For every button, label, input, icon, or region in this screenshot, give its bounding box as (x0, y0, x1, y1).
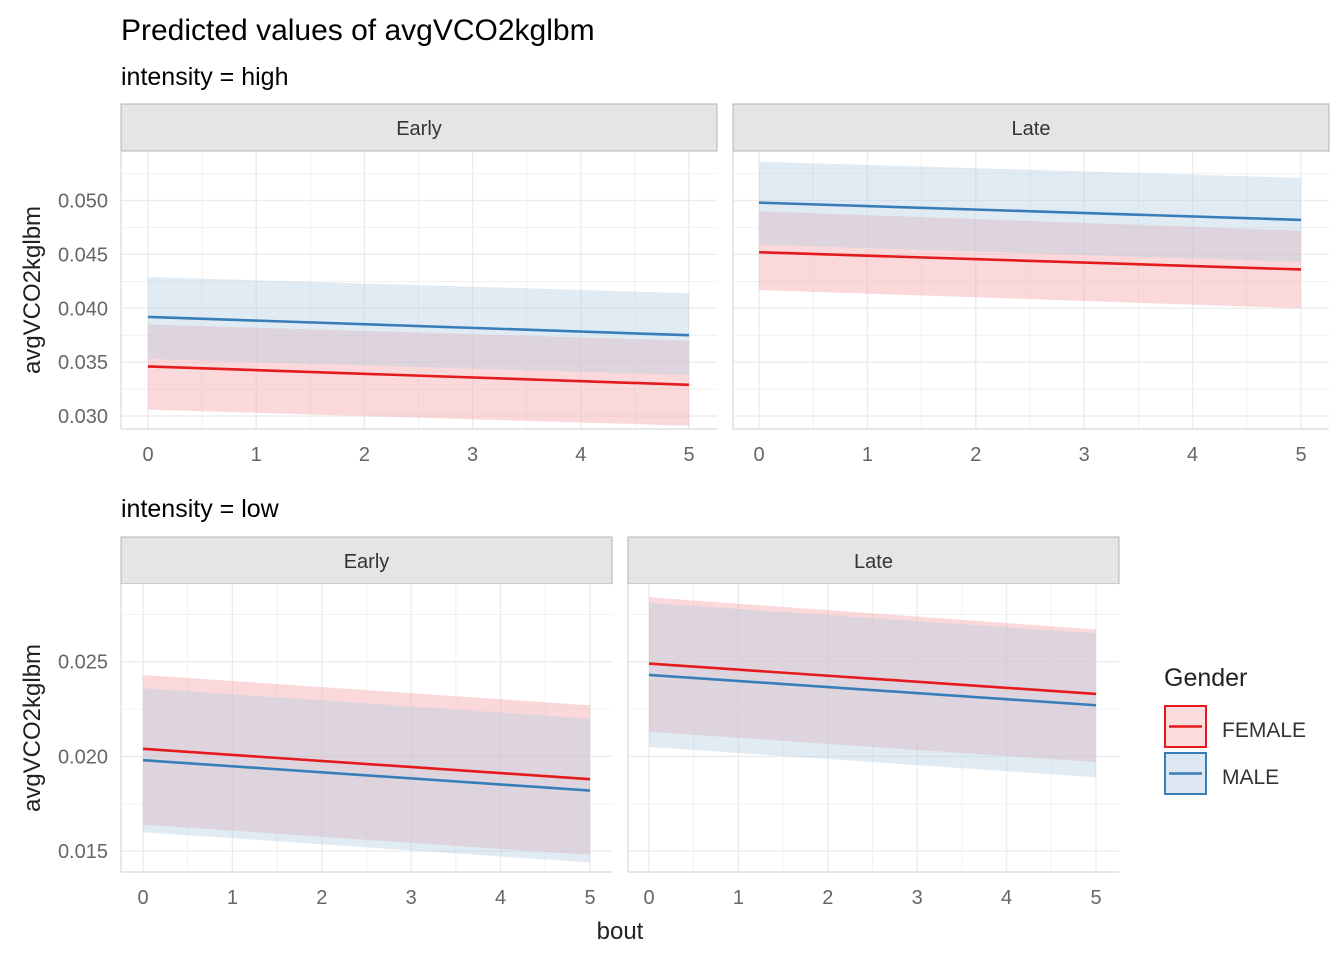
facet-panels: Early 0 1 2 3 4 5 0.030 0.035 0.040 0.045 0.050 Late… (58, 103, 1330, 909)
chart-title: Predicted values of avgVCO2kglbm (121, 14, 595, 47)
y-axis-label-high: avgVCO2kglbm (19, 206, 46, 374)
series-line-male (142, 758, 591, 792)
group-title-low: intensity = low (121, 495, 280, 523)
x-tick-label: 3 (912, 887, 923, 909)
x-tick-label: 2 (970, 444, 981, 466)
y-tick-label: 0.015 (58, 841, 108, 863)
series-line-male (147, 315, 690, 337)
legend: Gender FEMALE MALE (1164, 664, 1306, 795)
x-tick-label: 1 (862, 444, 873, 466)
x-tick-label: 0 (643, 887, 654, 909)
facet-strip (120, 536, 613, 585)
x-tick-label: 3 (467, 444, 478, 466)
x-tick-label: 3 (1079, 444, 1090, 466)
legend-label-female: FEMALE (1222, 719, 1306, 742)
x-tick-label: 4 (575, 444, 586, 466)
y-tick-label: 0.050 (58, 191, 108, 213)
x-tick-label: 1 (227, 887, 238, 909)
x-tick-label: 0 (137, 887, 148, 909)
x-tick-label: 5 (584, 887, 595, 909)
x-tick-label: 1 (251, 444, 262, 466)
facet-strip-label: Late (854, 551, 893, 573)
facet-strip-label: Early (344, 551, 390, 573)
x-tick-label: 0 (753, 444, 764, 466)
y-tick-label: 0.020 (58, 746, 108, 768)
series-line-male (648, 673, 1097, 707)
x-tick-label: 5 (1295, 444, 1306, 466)
x-tick-label: 2 (359, 444, 370, 466)
legend-title: Gender (1164, 664, 1247, 692)
facet-panel-1: Early 0 1 2 3 4 5 0.030 0.035 0.040 0.045 0.050 (58, 103, 718, 466)
y-tick-label: 0.025 (58, 652, 108, 674)
facet-strip-label: Late (1012, 118, 1051, 140)
series-line-female (758, 250, 1302, 271)
facet-strip-label: Early (396, 118, 442, 140)
y-axis-label-low: avgVCO2kglbm (19, 644, 46, 812)
y-tick-label: 0.040 (58, 298, 108, 320)
x-tick-label: 4 (1187, 444, 1198, 466)
facet-panel-2: Late 0 1 2 3 4 5 (732, 103, 1330, 466)
x-tick-label: 2 (822, 887, 833, 909)
series-line-male (758, 201, 1302, 222)
x-tick-label: 4 (495, 887, 506, 909)
series-line-female (648, 662, 1097, 696)
y-tick-label: 0.030 (58, 406, 108, 428)
legend-key-male (1164, 752, 1207, 795)
series-line-female (147, 365, 690, 387)
y-tick-label: 0.045 (58, 244, 108, 266)
x-tick-label: 5 (1090, 887, 1101, 909)
x-axis-label: bout (597, 918, 644, 945)
x-tick-label: 4 (1001, 887, 1012, 909)
series-line-female (142, 747, 591, 781)
group-title-high: intensity = high (121, 63, 288, 91)
x-tick-label: 1 (733, 887, 744, 909)
facet-strip (732, 103, 1330, 152)
x-tick-label: 0 (142, 444, 153, 466)
legend-key-female (1164, 705, 1207, 748)
y-tick-label: 0.035 (58, 352, 108, 374)
x-tick-label: 2 (316, 887, 327, 909)
x-tick-label: 3 (406, 887, 417, 909)
facet-strip (120, 103, 718, 152)
x-tick-label: 5 (683, 444, 694, 466)
facet-panel-3: Early 0 1 2 3 4 5 0.015 0.020 0.025 (58, 536, 613, 909)
facet-panel-4: Late 0 1 2 3 4 5 (627, 536, 1120, 909)
legend-label-male: MALE (1222, 766, 1279, 789)
